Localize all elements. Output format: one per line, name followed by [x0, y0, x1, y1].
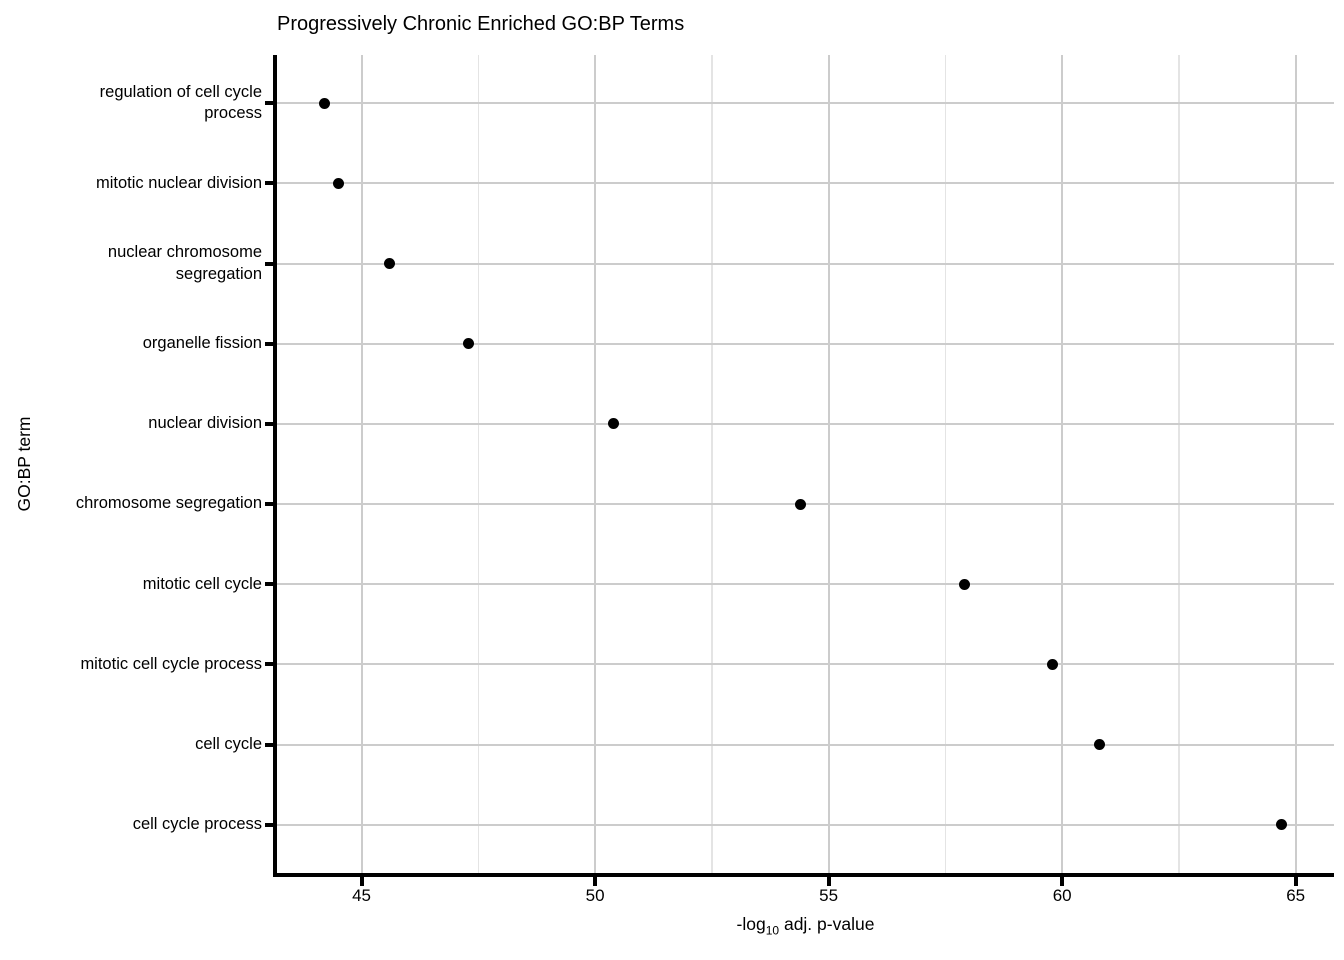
v-gridline-major	[1294, 55, 1297, 873]
y-tick	[265, 341, 274, 346]
h-gridline	[277, 743, 1334, 746]
y-axis-label: mitotic nuclear division	[96, 173, 262, 192]
y-axis-label: cell cycle	[195, 734, 262, 753]
x-tick-label: 45	[352, 886, 371, 905]
x-tick	[826, 877, 831, 886]
y-axis-line	[273, 55, 277, 877]
h-gridline	[277, 583, 1334, 586]
chart-title: Progressively Chronic Enriched GO:BP Ter…	[277, 13, 685, 35]
v-gridline-major	[1061, 55, 1064, 873]
data-point	[318, 97, 330, 109]
y-axis-label: regulation of cell cycle process	[99, 82, 262, 123]
v-gridline-minor	[711, 55, 713, 873]
data-point	[1094, 739, 1106, 751]
h-gridline	[277, 422, 1334, 425]
x-tick-label: 60	[1052, 886, 1072, 905]
y-tick	[265, 181, 274, 186]
x-tick	[359, 877, 364, 886]
y-tick	[265, 662, 274, 667]
y-tick	[265, 822, 274, 827]
data-point	[795, 498, 807, 510]
x-axis-title-part: -log	[736, 914, 766, 934]
x-tick	[1293, 877, 1298, 886]
y-tick	[265, 502, 274, 507]
data-point	[1047, 658, 1059, 670]
v-gridline-minor	[477, 55, 480, 873]
y-tick	[265, 742, 274, 747]
x-axis-title: -log10 adj. p-value	[277, 914, 1334, 938]
v-gridline-major	[360, 55, 363, 873]
y-axis-label: mitotic cell cycle process	[80, 654, 262, 673]
x-tick-label: 55	[819, 886, 839, 905]
data-point	[463, 338, 475, 350]
y-axis-label: nuclear chromosome segregation	[107, 243, 262, 283]
plot-panel	[277, 55, 1334, 873]
y-axis-label: nuclear division	[148, 414, 262, 433]
y-tick	[265, 421, 274, 426]
v-gridline-minor	[1178, 55, 1180, 873]
h-gridline	[277, 823, 1334, 826]
y-axis-label: mitotic cell cycle	[142, 574, 262, 593]
h-gridline	[277, 663, 1334, 666]
x-axis-line	[273, 873, 1334, 877]
data-point	[332, 177, 344, 189]
x-tick-label: 50	[585, 886, 605, 905]
h-gridline	[277, 102, 1334, 105]
v-gridline-major	[594, 55, 597, 873]
data-point	[1276, 819, 1288, 831]
data-point	[608, 418, 620, 430]
v-gridline-major	[827, 55, 830, 873]
h-gridline	[277, 182, 1334, 185]
x-axis-title-part: 10	[765, 923, 780, 938]
x-tick	[593, 877, 598, 886]
y-axis-label: organelle fission	[142, 333, 262, 352]
x-tick	[1060, 877, 1065, 886]
data-point	[384, 258, 396, 269]
y-tick	[265, 582, 274, 587]
y-axis-label: chromosome segregation	[75, 494, 262, 513]
h-gridline	[277, 262, 1334, 265]
y-tick	[265, 261, 274, 266]
x-tick-label: 65	[1286, 886, 1306, 905]
y-axis-title: GO:BP term	[14, 416, 34, 512]
y-axis-label: cell cycle process	[132, 815, 262, 834]
h-gridline	[277, 342, 1334, 345]
y-tick	[265, 101, 274, 106]
data-point	[958, 578, 970, 590]
x-axis-title-part: adj. p-value	[779, 914, 875, 934]
v-gridline-minor	[944, 55, 947, 873]
